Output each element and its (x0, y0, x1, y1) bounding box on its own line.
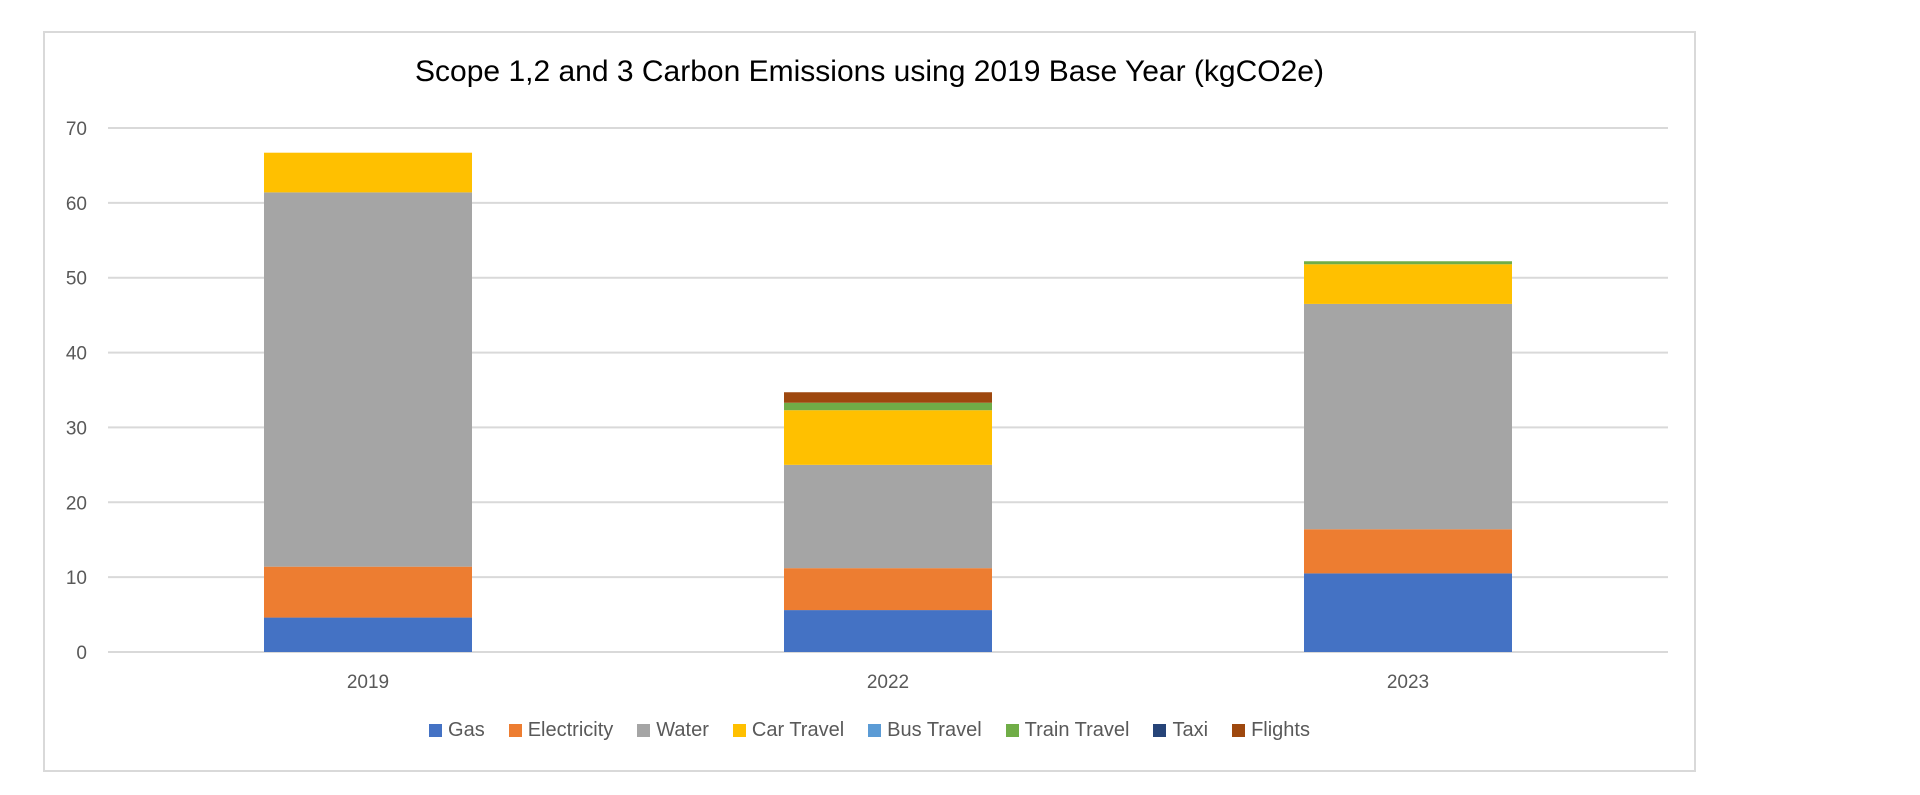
legend-label: Flights (1251, 719, 1310, 741)
legend-swatch (508, 724, 522, 737)
legend-label: Car Travel (751, 719, 845, 741)
x-tick-label: 2023 (1387, 672, 1429, 693)
bar-2022-gas (784, 610, 992, 652)
legend-swatch (1232, 724, 1246, 737)
bar-2019-water (264, 192, 472, 567)
chart-legend: Gas Electricity Water Car Travel Bus Travel T… (45, 719, 1694, 742)
y-tick-label: 60 (66, 194, 87, 215)
y-tick-label: 20 (66, 493, 87, 514)
legend-label: Bus Travel (887, 719, 982, 741)
legend-label: Gas (448, 719, 485, 741)
bar-2023-electricity (1304, 529, 1512, 574)
y-tick-label: 50 (66, 269, 87, 290)
legend-label: Train Travel (1024, 719, 1130, 741)
x-tick-label: 2019 (347, 672, 389, 693)
legend-swatch (1153, 724, 1167, 737)
bar-2022-car-travel (784, 410, 992, 465)
legend-swatch (868, 724, 882, 737)
bar-2023-train-travel (1304, 261, 1512, 265)
bar-2023-gas (1304, 573, 1512, 652)
bar-2019-car-travel (264, 152, 472, 193)
bar-2022-water (784, 464, 992, 569)
y-tick-label: 40 (66, 344, 87, 365)
bar-2022-train-travel (784, 402, 992, 411)
y-tick-label: 10 (66, 568, 87, 589)
chart-plot: 0 10 20 30 40 50 60 70 2019 2022 2023 (66, 119, 1668, 693)
bar-2019-gas (264, 617, 472, 652)
legend-swatch (637, 724, 651, 737)
bar-2022-flights (784, 392, 992, 403)
legend-label: Electricity (527, 719, 614, 741)
legend-label: Water (656, 719, 709, 741)
y-tick-label: 0 (76, 643, 87, 664)
legend-item-water: Water (637, 719, 709, 742)
legend-swatch (1005, 724, 1019, 737)
y-tick-label: 30 (66, 418, 87, 439)
legend-label: Taxi (1172, 719, 1209, 741)
legend-item-flights: Flights (1232, 719, 1310, 742)
chart-area: Scope 1,2 and 3 Carbon Emissions using 2… (43, 31, 1696, 772)
bar-2023-car-travel (1304, 264, 1512, 304)
legend-item-car-travel: Car Travel (732, 719, 845, 742)
bar-2022-electricity (784, 568, 992, 611)
y-tick-label: 70 (66, 119, 87, 140)
legend-swatch (429, 724, 443, 737)
legend-item-electricity: Electricity (508, 719, 614, 742)
chart-title: Scope 1,2 and 3 Carbon Emissions using 2… (415, 55, 1324, 88)
legend-item-train-travel: Train Travel (1005, 719, 1130, 742)
legend-item-taxi: Taxi (1153, 719, 1208, 742)
legend-item-bus-travel: Bus Travel (868, 719, 982, 742)
bar-2019-electricity (264, 566, 472, 618)
bar-2023-water (1304, 303, 1512, 530)
legend-item-gas: Gas (429, 719, 485, 742)
x-tick-label: 2022 (867, 672, 909, 693)
legend-swatch (732, 724, 746, 737)
